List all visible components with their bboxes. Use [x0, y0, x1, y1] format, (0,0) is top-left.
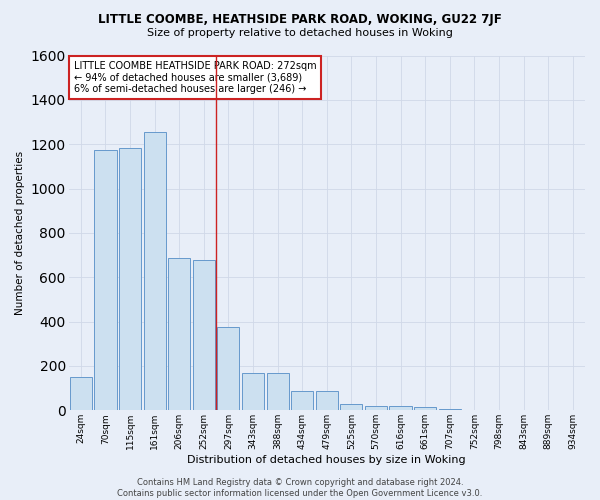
Bar: [414, 407, 436, 410]
Text: Contains HM Land Registry data © Crown copyright and database right 2024.
Contai: Contains HM Land Registry data © Crown c…: [118, 478, 482, 498]
Bar: [242, 373, 264, 410]
Bar: [143, 132, 166, 410]
Bar: [94, 150, 116, 410]
Bar: [70, 377, 92, 410]
Y-axis label: Number of detached properties: Number of detached properties: [15, 151, 25, 315]
Bar: [119, 148, 141, 410]
Bar: [439, 409, 461, 410]
Bar: [168, 258, 190, 410]
Bar: [365, 406, 387, 410]
Bar: [316, 392, 338, 410]
Bar: [217, 327, 239, 410]
Bar: [266, 373, 289, 410]
Bar: [291, 392, 313, 410]
Bar: [389, 406, 412, 410]
Bar: [340, 404, 362, 410]
Text: LITTLE COOMBE HEATHSIDE PARK ROAD: 272sqm
← 94% of detached houses are smaller (: LITTLE COOMBE HEATHSIDE PARK ROAD: 272sq…: [74, 61, 316, 94]
Text: LITTLE COOMBE, HEATHSIDE PARK ROAD, WOKING, GU22 7JF: LITTLE COOMBE, HEATHSIDE PARK ROAD, WOKI…: [98, 12, 502, 26]
Bar: [193, 260, 215, 410]
X-axis label: Distribution of detached houses by size in Woking: Distribution of detached houses by size …: [187, 455, 466, 465]
Text: Size of property relative to detached houses in Woking: Size of property relative to detached ho…: [147, 28, 453, 38]
